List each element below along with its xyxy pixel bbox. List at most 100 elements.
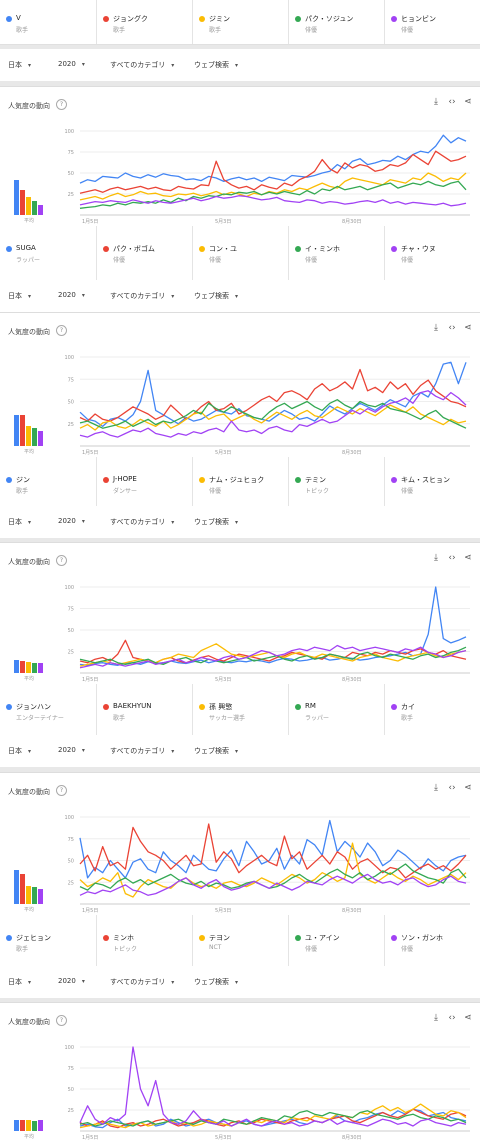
year-select[interactable]: 2020 ▾ — [58, 291, 85, 299]
download-icon[interactable]: ⤓ — [434, 323, 438, 333]
term-item[interactable]: パク・ボゴム 俳優 — [96, 226, 192, 280]
term-item[interactable]: V 歌手 — [0, 0, 96, 44]
help-icon[interactable]: ? — [56, 99, 67, 110]
series-line — [79, 842, 467, 898]
term-item[interactable]: ジン 歌手 — [0, 457, 96, 511]
term-item[interactable]: テミン トピック — [288, 457, 384, 511]
term-item[interactable]: テヨン NCT — [192, 915, 288, 969]
term-item[interactable]: BAEKHYUN 歌手 — [96, 684, 192, 738]
term-item[interactable]: ジミン 歌手 — [192, 0, 288, 44]
term-category: エンターテイナー — [16, 715, 64, 722]
y-tick-label: 50 — [68, 400, 74, 406]
term-item[interactable]: 孫 興慜 サッカー選手 — [192, 684, 288, 738]
category-select-label: すべてのカテゴリ — [110, 978, 166, 986]
panel-title: 人気度の動向 — [8, 558, 50, 566]
term-category: 歌手 — [401, 715, 414, 722]
share-icon[interactable]: ⋖ — [464, 97, 472, 107]
term-category: 俳優 — [113, 257, 126, 264]
series-color-dot — [103, 935, 109, 941]
average-bars — [14, 402, 46, 446]
panel-title: 人気度の動向 — [8, 102, 50, 110]
download-icon[interactable]: ⤓ — [434, 97, 438, 107]
term-item[interactable]: カイ 歌手 — [384, 684, 480, 738]
region-select[interactable]: 日本 ▾ — [8, 291, 31, 301]
region-select-label: 日本 — [8, 292, 22, 300]
share-icon[interactable]: ⋖ — [464, 553, 472, 563]
year-select[interactable]: 2020 ▾ — [58, 60, 85, 68]
term-item[interactable]: チャ・ウヌ 俳優 — [384, 226, 480, 280]
help-icon[interactable]: ? — [56, 555, 67, 566]
term-item[interactable]: イ・ミンホ 俳優 — [288, 226, 384, 280]
series-color-dot — [391, 935, 397, 941]
term-category: 俳優 — [209, 257, 222, 264]
filter-bar: 日本 ▾ 2020 ▾ すべてのカテゴリ ▾ ウェブ検索 ▾ — [0, 506, 480, 538]
term-item[interactable]: J-HOPE ダンサー — [96, 457, 192, 511]
term-name: ジョングク — [113, 15, 148, 23]
embed-icon[interactable]: ‹› — [448, 1013, 456, 1023]
region-select[interactable]: 日本 ▾ — [8, 746, 31, 756]
average-bar — [38, 663, 43, 673]
region-select[interactable]: 日本 ▾ — [8, 977, 31, 987]
series-line — [79, 361, 467, 428]
share-icon[interactable]: ⋖ — [464, 783, 472, 793]
average-bars — [14, 860, 46, 904]
term-item[interactable]: ヒョンビン 俳優 — [384, 0, 480, 44]
download-icon[interactable]: ⤓ — [434, 1013, 438, 1023]
help-icon[interactable]: ? — [56, 1015, 67, 1026]
year-select-label: 2020 — [58, 291, 76, 299]
help-icon[interactable]: ? — [56, 325, 67, 336]
term-item[interactable]: ジョングク 歌手 — [96, 0, 192, 44]
download-icon[interactable]: ⤓ — [434, 553, 438, 563]
year-select[interactable]: 2020 ▾ — [58, 977, 85, 985]
x-tick-label: 1月5日 — [82, 908, 98, 914]
term-item[interactable]: ミンホ トピック — [96, 915, 192, 969]
series-line — [79, 150, 467, 194]
share-icon[interactable]: ⋖ — [464, 323, 472, 333]
term-item[interactable]: SUGA ラッパー — [0, 226, 96, 280]
region-select[interactable]: 日本 ▾ — [8, 60, 31, 70]
panel-actions: ⤓ ‹› ⋖ — [428, 553, 476, 563]
y-tick-label: 75 — [68, 607, 74, 613]
term-item[interactable]: RM ラッパー — [288, 684, 384, 738]
search-type-select[interactable]: ウェブ検索 ▾ — [194, 977, 238, 987]
category-select[interactable]: すべてのカテゴリ ▾ — [110, 517, 174, 527]
embed-icon[interactable]: ‹› — [448, 97, 456, 107]
share-icon[interactable]: ⋖ — [464, 1013, 472, 1023]
term-item[interactable]: パク・ソジュン 俳優 — [288, 0, 384, 44]
year-select[interactable]: 2020 ▾ — [58, 517, 85, 525]
search-type-select[interactable]: ウェブ検索 ▾ — [194, 517, 238, 527]
term-item[interactable]: ナム・ジュヒョク 俳優 — [192, 457, 288, 511]
series-color-dot — [6, 246, 12, 252]
average-bar — [14, 870, 19, 904]
term-item[interactable]: キム・スヒョン 俳優 — [384, 457, 480, 511]
region-select[interactable]: 日本 ▾ — [8, 517, 31, 527]
search-type-select[interactable]: ウェブ検索 ▾ — [194, 291, 238, 301]
search-type-select[interactable]: ウェブ検索 ▾ — [194, 60, 238, 70]
download-icon[interactable]: ⤓ — [434, 783, 438, 793]
region-select-label: 日本 — [8, 61, 22, 69]
year-select[interactable]: 2020 ▾ — [58, 746, 85, 754]
category-select[interactable]: すべてのカテゴリ ▾ — [110, 977, 174, 987]
term-item[interactable]: ユ・アイン 俳優 — [288, 915, 384, 969]
embed-icon[interactable]: ‹› — [448, 323, 456, 333]
search-type-select-label: ウェブ検索 — [194, 61, 229, 69]
series-line — [79, 399, 467, 429]
embed-icon[interactable]: ‹› — [448, 553, 456, 563]
help-icon[interactable]: ? — [56, 785, 67, 796]
chevron-down-icon: ▾ — [28, 519, 32, 526]
average-bars — [14, 629, 46, 673]
embed-icon[interactable]: ‹› — [448, 783, 456, 793]
series-color-dot — [199, 16, 205, 22]
average-label: 平均 — [24, 449, 35, 455]
category-select[interactable]: すべてのカテゴリ ▾ — [110, 746, 174, 756]
term-item[interactable]: ジェヒョン 歌手 — [0, 915, 96, 969]
category-select[interactable]: すべてのカテゴリ ▾ — [110, 60, 174, 70]
term-category: NCT — [209, 944, 222, 951]
series-color-dot — [295, 246, 301, 252]
term-item[interactable]: ソン・ガンホ 俳優 — [384, 915, 480, 969]
term-item[interactable]: ジョンハン エンターテイナー — [0, 684, 96, 738]
term-item[interactable]: コン・ユ 俳優 — [192, 226, 288, 280]
term-category: 俳優 — [401, 488, 414, 495]
search-type-select[interactable]: ウェブ検索 ▾ — [194, 746, 238, 756]
category-select[interactable]: すべてのカテゴリ ▾ — [110, 291, 174, 301]
